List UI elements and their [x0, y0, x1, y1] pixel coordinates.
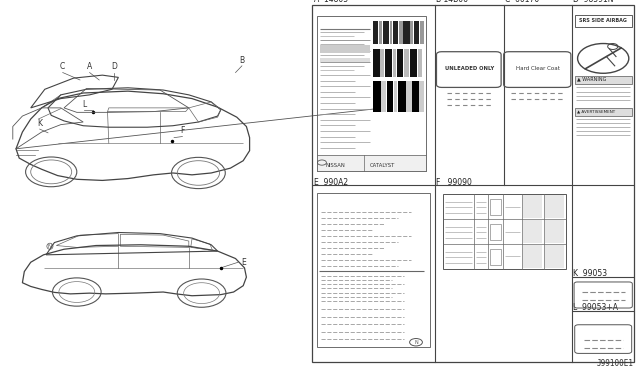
Bar — [387, 81, 393, 112]
Bar — [373, 21, 378, 44]
Text: K: K — [37, 119, 42, 128]
Bar — [406, 81, 412, 112]
Bar — [381, 81, 386, 112]
Text: CATALYST: CATALYST — [370, 163, 396, 168]
Bar — [399, 21, 403, 44]
Text: A  14805: A 14805 — [314, 0, 348, 4]
Bar — [373, 81, 381, 112]
Bar — [380, 49, 384, 77]
Text: A: A — [87, 62, 92, 71]
Text: C  60170: C 60170 — [505, 0, 540, 4]
Bar — [320, 45, 370, 53]
Bar — [317, 193, 430, 347]
Bar — [379, 21, 382, 44]
Text: B: B — [239, 56, 244, 65]
Bar — [393, 49, 396, 77]
Bar — [398, 81, 406, 112]
Text: C: C — [60, 62, 65, 71]
Bar — [320, 58, 370, 62]
Bar — [523, 195, 542, 218]
Bar — [403, 21, 410, 44]
Bar — [523, 245, 542, 268]
Bar — [575, 108, 632, 116]
Bar — [575, 76, 632, 84]
Bar — [523, 220, 542, 243]
Bar — [419, 81, 424, 112]
Text: L  99053+A: L 99053+A — [573, 304, 618, 312]
Bar — [420, 21, 424, 44]
Text: B 14B06: B 14B06 — [436, 0, 468, 4]
Bar — [410, 21, 413, 44]
Bar — [410, 49, 417, 77]
Text: NISSAN: NISSAN — [325, 163, 345, 168]
Text: D: D — [111, 62, 117, 71]
Text: N: N — [48, 244, 52, 249]
Bar — [412, 81, 419, 112]
Text: ▲ WARNING: ▲ WARNING — [577, 77, 607, 82]
Bar — [545, 195, 564, 218]
Text: E: E — [241, 258, 246, 267]
Text: K  99053: K 99053 — [573, 269, 607, 278]
Bar — [383, 21, 389, 44]
Text: ▲ AVERTISSEMENT: ▲ AVERTISSEMENT — [577, 110, 616, 113]
Bar — [385, 49, 392, 77]
Text: N: N — [414, 340, 418, 345]
Bar — [394, 81, 397, 112]
Text: UNLEADED ONLY: UNLEADED ONLY — [445, 66, 494, 71]
Bar — [390, 21, 392, 44]
Bar — [393, 21, 398, 44]
Bar — [373, 49, 380, 77]
Bar — [397, 49, 403, 77]
Text: J99100E1: J99100E1 — [596, 359, 634, 368]
Bar — [443, 194, 566, 269]
Text: F: F — [180, 126, 184, 135]
Bar — [545, 245, 564, 268]
Bar — [414, 21, 419, 44]
Bar — [312, 5, 634, 362]
Bar — [575, 15, 632, 27]
Text: F   99090: F 99090 — [436, 178, 472, 187]
Text: E  990A2: E 990A2 — [314, 178, 348, 187]
Text: Hard Clear Coat: Hard Clear Coat — [516, 66, 560, 71]
Text: L: L — [83, 100, 86, 109]
Text: SRS SIDE AIRBAG: SRS SIDE AIRBAG — [579, 17, 627, 23]
Text: D  98591N: D 98591N — [573, 0, 614, 4]
Bar — [317, 16, 426, 171]
Bar — [545, 220, 564, 243]
Bar — [418, 49, 422, 77]
Bar — [404, 49, 409, 77]
Bar — [317, 155, 426, 171]
